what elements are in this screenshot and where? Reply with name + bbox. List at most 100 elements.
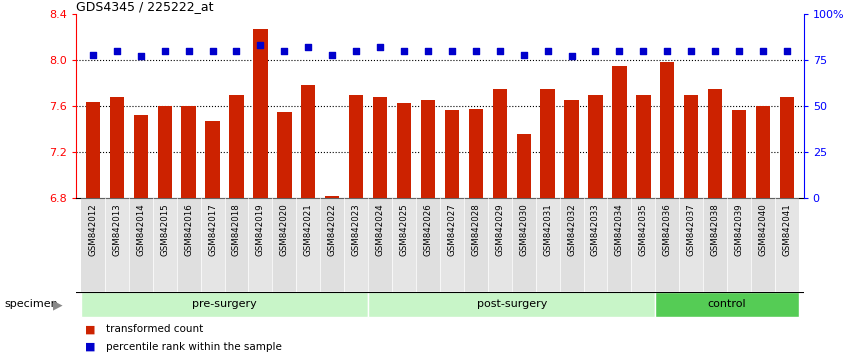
Bar xyxy=(775,198,799,292)
Text: GSM842020: GSM842020 xyxy=(280,203,288,256)
Bar xyxy=(512,198,536,292)
Text: ▶: ▶ xyxy=(53,298,63,311)
Bar xyxy=(201,198,224,292)
Text: percentile rank within the sample: percentile rank within the sample xyxy=(106,342,282,352)
Point xyxy=(301,45,315,50)
Point xyxy=(541,48,554,54)
Text: GSM842038: GSM842038 xyxy=(711,203,720,256)
Bar xyxy=(559,198,584,292)
Text: GSM842021: GSM842021 xyxy=(304,203,313,256)
Text: GSM842019: GSM842019 xyxy=(256,203,265,256)
Bar xyxy=(631,198,656,292)
Bar xyxy=(253,29,267,198)
Point xyxy=(661,48,674,54)
Point xyxy=(254,42,267,48)
Bar xyxy=(321,198,344,292)
Text: GSM842039: GSM842039 xyxy=(734,203,744,256)
Bar xyxy=(732,110,746,198)
Text: GSM842037: GSM842037 xyxy=(687,203,695,256)
Point xyxy=(398,48,411,54)
Bar xyxy=(368,198,392,292)
Text: GSM842034: GSM842034 xyxy=(615,203,624,256)
Text: post-surgery: post-surgery xyxy=(476,299,547,309)
Text: GSM842036: GSM842036 xyxy=(662,203,672,256)
Point xyxy=(684,48,698,54)
Bar xyxy=(85,102,100,198)
Bar xyxy=(373,97,387,198)
Bar xyxy=(780,97,794,198)
Point xyxy=(708,48,722,54)
Point xyxy=(134,54,147,59)
Bar xyxy=(277,112,292,198)
Bar xyxy=(636,95,651,198)
Point xyxy=(493,48,507,54)
Bar xyxy=(727,198,751,292)
Text: GSM842025: GSM842025 xyxy=(399,203,409,256)
Bar xyxy=(517,134,530,198)
Bar xyxy=(469,108,483,198)
Text: transformed count: transformed count xyxy=(106,324,203,334)
Text: GSM842024: GSM842024 xyxy=(376,203,385,256)
Text: specimen: specimen xyxy=(4,299,58,309)
Point xyxy=(158,48,172,54)
Point xyxy=(780,48,794,54)
Bar xyxy=(584,198,607,292)
Bar xyxy=(464,198,488,292)
Bar xyxy=(349,95,363,198)
Bar xyxy=(656,292,799,317)
Bar xyxy=(541,89,555,198)
Point xyxy=(277,48,291,54)
Bar xyxy=(684,95,699,198)
Text: GSM842017: GSM842017 xyxy=(208,203,217,256)
Bar xyxy=(397,103,411,198)
Bar xyxy=(660,62,674,198)
Point xyxy=(182,48,195,54)
Bar xyxy=(751,198,775,292)
Point xyxy=(756,48,770,54)
Bar xyxy=(206,121,220,198)
Point xyxy=(733,48,746,54)
Point xyxy=(349,48,363,54)
Bar xyxy=(224,198,249,292)
Bar xyxy=(153,198,177,292)
Text: GSM842032: GSM842032 xyxy=(567,203,576,256)
Bar xyxy=(81,292,368,317)
Bar xyxy=(703,198,727,292)
Bar xyxy=(157,106,172,198)
Bar xyxy=(134,115,148,198)
Bar xyxy=(588,95,602,198)
Text: GSM842035: GSM842035 xyxy=(639,203,648,256)
Text: pre-surgery: pre-surgery xyxy=(192,299,257,309)
Text: GSM842012: GSM842012 xyxy=(88,203,97,256)
Bar xyxy=(272,198,296,292)
Bar xyxy=(392,198,416,292)
Bar xyxy=(679,198,703,292)
Text: GSM842027: GSM842027 xyxy=(448,203,456,256)
Text: GSM842031: GSM842031 xyxy=(543,203,552,256)
Text: GSM842041: GSM842041 xyxy=(783,203,792,256)
Bar xyxy=(105,198,129,292)
Text: GSM842013: GSM842013 xyxy=(113,203,121,256)
Point xyxy=(589,48,602,54)
Text: GSM842016: GSM842016 xyxy=(184,203,193,256)
Bar xyxy=(656,198,679,292)
Bar xyxy=(488,198,512,292)
Text: GDS4345 / 225222_at: GDS4345 / 225222_at xyxy=(76,0,214,13)
Point xyxy=(326,52,339,57)
Bar xyxy=(708,89,722,198)
Bar xyxy=(249,198,272,292)
Point xyxy=(469,48,482,54)
Text: GSM842026: GSM842026 xyxy=(424,203,432,256)
Bar xyxy=(607,198,631,292)
Point xyxy=(86,52,100,57)
Point xyxy=(373,45,387,50)
Bar xyxy=(368,292,656,317)
Bar xyxy=(110,97,124,198)
Text: GSM842030: GSM842030 xyxy=(519,203,528,256)
Bar xyxy=(445,110,459,198)
Text: GSM842014: GSM842014 xyxy=(136,203,146,256)
Point xyxy=(565,54,579,59)
Bar xyxy=(416,198,440,292)
Bar xyxy=(129,198,153,292)
Bar xyxy=(344,198,368,292)
